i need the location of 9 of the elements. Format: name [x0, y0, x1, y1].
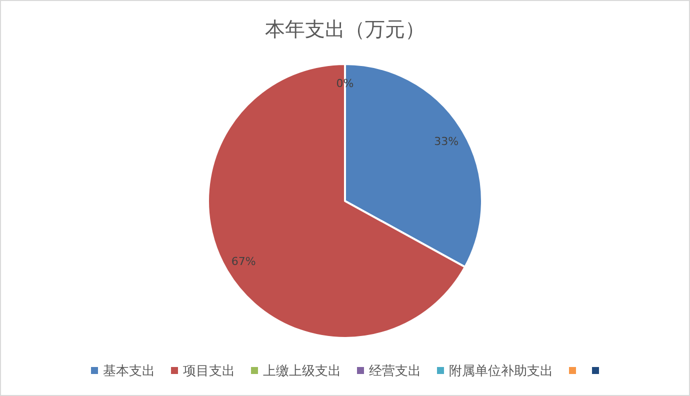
- legend-label: 项目支出: [183, 364, 235, 379]
- text: 0%: [336, 77, 354, 90]
- data-label: 33%: [434, 135, 459, 148]
- legend-label: 上缴上级支出: [263, 364, 341, 379]
- data-label: 67%: [231, 254, 256, 268]
- legend-label: 经营支出: [369, 364, 421, 379]
- legend-label: 附属单位补助支出: [449, 364, 553, 379]
- chart-title: 本年支出（万元）: [265, 17, 425, 41]
- legend-label: 基本支出: [103, 364, 155, 379]
